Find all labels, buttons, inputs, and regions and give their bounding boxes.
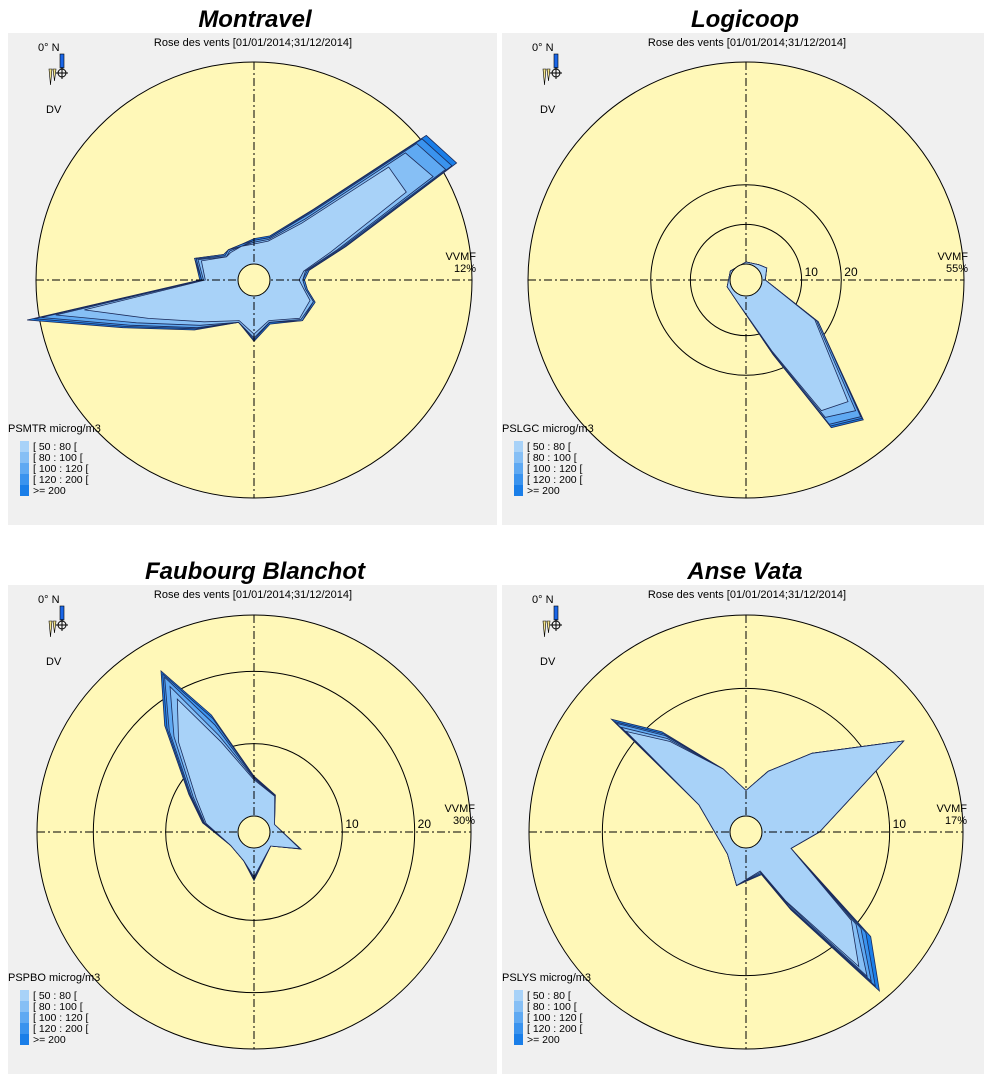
max-percent-label: 12% bbox=[454, 263, 476, 275]
legend-label: >= 200 bbox=[33, 1034, 66, 1046]
ring-10 bbox=[601, 687, 891, 977]
wind-rose-svg: 10 Rose des vents [01/01/2014;31/12/2014]… bbox=[502, 589, 967, 1050]
legend-label: [ 50 : 80 [ bbox=[33, 990, 77, 1002]
max-percent-label: 30% bbox=[453, 815, 475, 827]
wind-rose-panel-faubourg-blanchot: 10 20 Rose des vents [01/01/2014;31/12/201… bbox=[8, 585, 497, 1074]
chart-subtitle: Rose des vents [01/01/2014;31/12/2014] bbox=[154, 37, 352, 49]
legend-swatch bbox=[20, 441, 29, 452]
ring-label: 10 bbox=[893, 817, 907, 831]
wind-rose-svg: 10 20 Rose des vents [01/01/2014;31/12/201… bbox=[502, 37, 968, 499]
chart-title-logicoop: Logicoop bbox=[691, 6, 799, 33]
speed-label: VVMF bbox=[445, 251, 476, 263]
dv-label: DV bbox=[46, 104, 62, 116]
calm-circle bbox=[729, 263, 763, 297]
legend-swatch bbox=[20, 990, 29, 1001]
legend-swatch bbox=[20, 474, 29, 485]
legend-label: [ 100 : 120 [ bbox=[33, 1012, 89, 1024]
ring-20 bbox=[92, 670, 416, 994]
legend-label: [ 80 : 100 [ bbox=[33, 1001, 83, 1013]
pollutant-label: PSLGC microg/m3 bbox=[502, 423, 594, 435]
max-percent-label: 17% bbox=[945, 815, 967, 827]
legend-label: [ 120 : 200 [ bbox=[33, 474, 89, 486]
legend-swatch bbox=[20, 452, 29, 463]
legend-swatch bbox=[20, 1034, 29, 1045]
legend-swatch bbox=[20, 463, 29, 474]
legend-label: [ 50 : 80 [ bbox=[33, 441, 77, 453]
ring-label: 10 bbox=[345, 817, 359, 831]
compass-icon bbox=[48, 53, 68, 86]
wind-rose-panel-logicoop: 10 20 Rose des vents [01/01/2014;31/12/201… bbox=[502, 33, 984, 525]
chart-title-anse-vata: Anse Vata bbox=[687, 558, 803, 585]
legend-label: >= 200 bbox=[527, 1034, 560, 1046]
legend-swatch bbox=[514, 1012, 523, 1023]
legend-label: [ 100 : 120 [ bbox=[33, 463, 89, 475]
dv-label: DV bbox=[540, 656, 556, 668]
legend-label: >= 200 bbox=[33, 485, 66, 497]
legend-swatch bbox=[514, 474, 523, 485]
legend-swatch bbox=[20, 1001, 29, 1012]
legend-swatch bbox=[20, 1012, 29, 1023]
chart-subtitle: Rose des vents [01/01/2014;31/12/2014] bbox=[648, 37, 846, 49]
compass-label: 0° N bbox=[38, 594, 60, 606]
calm-circle bbox=[237, 263, 271, 297]
legend-label: [ 100 : 120 [ bbox=[527, 463, 583, 475]
max-percent-label: 55% bbox=[946, 263, 968, 275]
calm-circle bbox=[729, 815, 763, 849]
legend-label: [ 80 : 100 [ bbox=[527, 452, 577, 464]
compass-label: 0° N bbox=[38, 42, 60, 54]
wind-rose-svg: 10 20 Rose des vents [01/01/2014;31/12/201… bbox=[8, 589, 475, 1050]
chart-subtitle: Rose des vents [01/01/2014;31/12/2014] bbox=[154, 589, 352, 601]
legend-label: [ 100 : 120 [ bbox=[527, 1012, 583, 1024]
legend-swatch bbox=[514, 1001, 523, 1012]
legend-swatch bbox=[514, 441, 523, 452]
class-area-0 bbox=[84, 166, 407, 335]
dv-label: DV bbox=[540, 104, 556, 116]
legend-label: >= 200 bbox=[527, 485, 560, 497]
legend-label: [ 50 : 80 [ bbox=[527, 441, 571, 453]
legend-swatch bbox=[514, 485, 523, 496]
legend-swatch bbox=[514, 1023, 523, 1034]
wind-rose-panel-montravel: Rose des vents [01/01/2014;31/12/2014] 0°… bbox=[8, 33, 497, 525]
legend-swatch bbox=[20, 485, 29, 496]
chart-title-montravel: Montravel bbox=[198, 6, 312, 33]
pollutant-label: PSMTR microg/m3 bbox=[8, 423, 101, 435]
class-area-0 bbox=[624, 730, 905, 968]
wind-rose-panel-anse-vata: 10 Rose des vents [01/01/2014;31/12/2014]… bbox=[502, 585, 984, 1074]
speed-label: VVMF bbox=[936, 803, 967, 815]
compass-label: 0° N bbox=[532, 594, 554, 606]
ring-label: 20 bbox=[418, 817, 432, 831]
ring-label: 10 bbox=[805, 265, 819, 279]
legend-label: [ 120 : 200 [ bbox=[527, 1023, 583, 1035]
legend-swatch bbox=[514, 452, 523, 463]
pollutant-label: PSPBO microg/m3 bbox=[8, 972, 100, 984]
legend-swatch bbox=[514, 1034, 523, 1045]
pollutant-label: PSLYS microg/m3 bbox=[502, 972, 591, 984]
chart-title-faubourg-blanchot: Faubourg Blanchot bbox=[145, 558, 365, 585]
class-area-0 bbox=[726, 261, 849, 412]
legend-swatch bbox=[514, 463, 523, 474]
chart-subtitle: Rose des vents [01/01/2014;31/12/2014] bbox=[648, 589, 846, 601]
compass-label: 0° N bbox=[532, 42, 554, 54]
dv-label: DV bbox=[46, 656, 62, 668]
compass-icon bbox=[48, 605, 68, 638]
speed-label: VVMF bbox=[937, 251, 968, 263]
legend-swatch bbox=[514, 990, 523, 1001]
wind-rose-svg: Rose des vents [01/01/2014;31/12/2014] 0°… bbox=[8, 37, 476, 499]
legend-label: [ 120 : 200 [ bbox=[527, 474, 583, 486]
legend-label: [ 120 : 200 [ bbox=[33, 1023, 89, 1035]
speed-label: VVMF bbox=[444, 803, 475, 815]
compass-icon bbox=[542, 53, 562, 86]
legend-swatch bbox=[20, 1023, 29, 1034]
ring-20 bbox=[650, 184, 842, 376]
ring-label: 20 bbox=[844, 265, 858, 279]
calm-circle bbox=[237, 815, 271, 849]
legend-label: [ 80 : 100 [ bbox=[527, 1001, 577, 1013]
legend-label: [ 80 : 100 [ bbox=[33, 452, 83, 464]
legend-label: [ 50 : 80 [ bbox=[527, 990, 571, 1002]
compass-icon bbox=[542, 605, 562, 638]
